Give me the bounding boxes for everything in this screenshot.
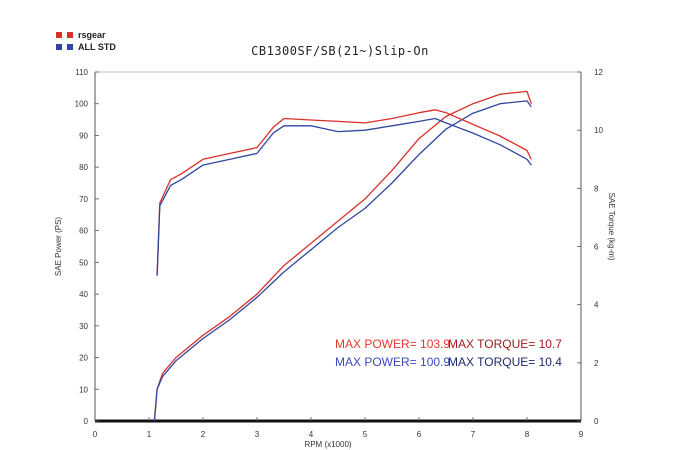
y-left-tick-label: 70	[79, 195, 88, 204]
y-right-tick-label: 12	[594, 68, 603, 77]
y-right-tick-label: 4	[594, 301, 599, 310]
x-tick-label: 9	[579, 430, 584, 439]
chart-title: CB1300SF/SB(21~)Slip-On	[251, 44, 429, 58]
y-left-tick-label: 90	[79, 131, 88, 140]
y-left-tick-label: 0	[84, 417, 89, 426]
x-tick-label: 7	[471, 430, 476, 439]
y-left-tick-label: 50	[79, 258, 88, 267]
y-left-tick-label: 40	[79, 290, 88, 299]
annotation-max-torque: MAX TORQUE= 10.7	[448, 337, 562, 351]
legend-swatch-rsgear	[56, 32, 62, 38]
y-right-tick-label: 10	[594, 126, 603, 135]
legend-swatch-all-std	[56, 44, 62, 50]
y-right-tick-label: 2	[594, 359, 599, 368]
series-line-all-std-torque	[156, 117, 532, 276]
x-tick-label: 0	[93, 430, 98, 439]
annotation-max-torque: MAX TORQUE= 10.4	[448, 355, 562, 369]
legend-item-rsgear: rsgear	[56, 30, 106, 40]
legend-swatch-all-std-2	[67, 44, 73, 50]
series-line-rsgear-torque	[156, 109, 532, 276]
y-left-tick-label: 110	[75, 68, 88, 77]
x-tick-label: 4	[309, 430, 314, 439]
x-tick-label: 5	[363, 430, 368, 439]
legend-item-all-std: ALL STD	[56, 42, 116, 52]
y-right-tick-label: 8	[594, 184, 599, 193]
y-right-tick-label: 0	[594, 417, 599, 426]
y-left-axis-title: SAE Power (PS)	[54, 217, 63, 276]
y-left-tick-label: 30	[79, 322, 88, 331]
x-tick-label: 6	[417, 430, 422, 439]
legend-swatch-rsgear-2	[67, 32, 73, 38]
legend-label-all-std: ALL STD	[78, 42, 116, 52]
y-right-axis-title: SAE Torque (kg-m)	[607, 193, 616, 261]
annotation-max-power: MAX POWER= 103.9	[335, 337, 450, 351]
x-tick-label: 8	[525, 430, 530, 439]
y-left-tick-label: 10	[79, 385, 88, 394]
x-tick-label: 2	[201, 430, 206, 439]
y-right-tick-label: 6	[594, 243, 599, 252]
legend-label-rsgear: rsgear	[78, 30, 106, 40]
x-tick-label: 1	[147, 430, 152, 439]
x-tick-label: 3	[255, 430, 260, 439]
y-left-tick-label: 20	[79, 354, 88, 363]
series-line-rsgear-power	[153, 90, 532, 422]
annotation-max-power: MAX POWER= 100.9	[335, 355, 450, 369]
y-left-tick-label: 100	[75, 100, 89, 109]
x-axis-title: RPM (x1000)	[304, 440, 351, 449]
y-left-tick-label: 80	[79, 163, 88, 172]
y-left-tick-label: 60	[79, 227, 88, 236]
series-line-all-std-power	[153, 100, 532, 422]
